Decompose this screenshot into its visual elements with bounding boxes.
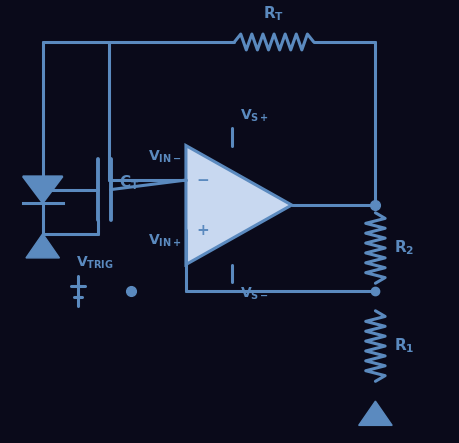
Polygon shape <box>185 146 291 264</box>
Text: −: − <box>196 173 208 187</box>
Polygon shape <box>358 401 392 425</box>
Text: $\mathbf{V_{IN-}}$: $\mathbf{V_{IN-}}$ <box>147 148 181 165</box>
Text: $\mathbf{R_2}$: $\mathbf{R_2}$ <box>393 239 414 257</box>
Text: $\mathbf{V_{IN+}}$: $\mathbf{V_{IN+}}$ <box>147 232 181 249</box>
Text: $\mathbf{V_{TRIG}}$: $\mathbf{V_{TRIG}}$ <box>76 255 113 271</box>
Text: $\mathbf{V_{S-}}$: $\mathbf{V_{S-}}$ <box>240 286 269 302</box>
Text: $\mathbf{R_T}$: $\mathbf{R_T}$ <box>263 5 284 23</box>
Polygon shape <box>26 233 59 258</box>
Polygon shape <box>23 176 62 203</box>
Text: +: + <box>196 222 208 237</box>
Text: $\mathbf{R_1}$: $\mathbf{R_1}$ <box>393 337 414 355</box>
Text: $\mathbf{V_{S+}}$: $\mathbf{V_{S+}}$ <box>240 108 269 124</box>
Text: $\mathbf{C_T}$: $\mathbf{C_T}$ <box>118 174 139 192</box>
